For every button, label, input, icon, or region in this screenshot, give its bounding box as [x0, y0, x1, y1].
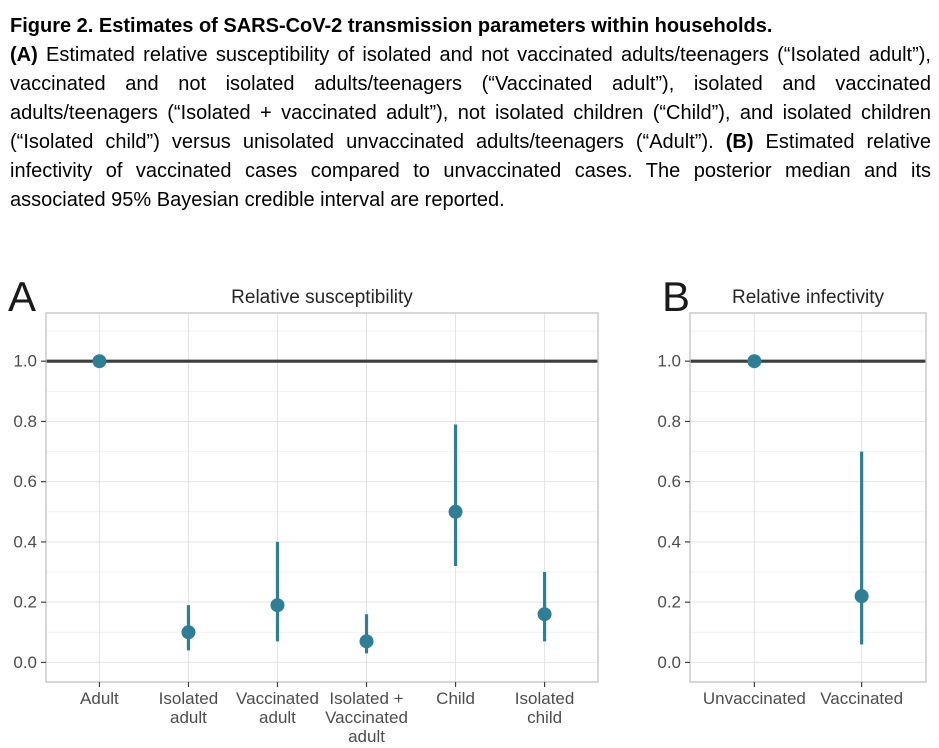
- y-tick-label: 0.8: [657, 412, 681, 431]
- panel-title: Relative infectivity: [732, 287, 885, 308]
- y-tick-label: 0.2: [657, 593, 681, 612]
- y-tick-label: 1.0: [13, 352, 37, 371]
- panel-border: [689, 312, 927, 683]
- panel-b-chart: 0.0 0.2 0.4 0.6 0.8 1.0 Unvaccinated Vaccinated…: [657, 273, 927, 708]
- data-point-adult: [92, 354, 107, 369]
- y-tick-label: 0.4: [13, 532, 37, 551]
- x-tick-label-vaccinated-adult: adult: [259, 708, 296, 727]
- panel-b-reference-label: (B): [725, 131, 754, 153]
- data-point-isolated-adult: [181, 625, 196, 640]
- panel-b-description: Estimated relative infectivity of vaccin…: [10, 131, 931, 211]
- panel-title: Relative susceptibility: [231, 287, 413, 308]
- x-tick-label-isolated-child: child: [527, 708, 562, 727]
- x-tick-label-isolated-vaccinated-adult: Isolated +: [329, 689, 403, 708]
- y-tick-label: 0.2: [13, 593, 37, 612]
- x-tick-label-vaccinated: Vaccinated: [820, 689, 903, 708]
- x-tick-label-isolated-adult: adult: [170, 708, 207, 727]
- x-tick-label-isolated-vaccinated-adult: adult: [348, 727, 385, 746]
- panel-a-description: Estimated relative susceptibility of iso…: [10, 44, 931, 153]
- panel-a-reference-label: (A): [10, 44, 38, 66]
- panel-letter: A: [8, 273, 36, 320]
- panel-letter: B: [662, 273, 690, 320]
- figure-caption-title: Figure 2. Estimates of SARS-CoV-2 transm…: [10, 15, 773, 37]
- data-point-isolated-child: [537, 607, 552, 622]
- x-tick-label-vaccinated-adult: Vaccinated: [236, 689, 319, 708]
- figure-panels: 0.0 0.2 0.4 0.6 0.8 1.0 Adult Isolated adult Vacc…: [0, 270, 939, 748]
- x-tick-label-isolated-vaccinated-adult: Vaccinated: [325, 708, 408, 727]
- data-point-child: [448, 504, 463, 519]
- panel-border: [45, 312, 599, 683]
- x-tick-label-unvaccinated: Unvaccinated: [703, 689, 806, 708]
- data-point-vaccinated-adult: [270, 598, 285, 613]
- x-tick-label-adult: Adult: [80, 689, 119, 708]
- plot-background: [690, 313, 926, 682]
- data-point-vaccinated: [854, 589, 869, 604]
- y-tick-label: 1.0: [657, 352, 681, 371]
- x-tick-label-isolated-adult: Isolated: [159, 689, 219, 708]
- plot-background: [46, 313, 598, 682]
- data-point-unvaccinated: [747, 354, 762, 369]
- y-tick-label: 0.4: [657, 532, 681, 551]
- x-tick-label-isolated-child: Isolated: [515, 689, 575, 708]
- data-point-isolated-vaccinated-adult: [359, 634, 374, 649]
- figure-caption-body: (A) Estimated relative susceptibility of…: [10, 41, 931, 215]
- y-tick-label: 0.6: [657, 472, 681, 491]
- x-tick-label-child: Child: [436, 689, 475, 708]
- y-tick-label: 0.0: [13, 653, 37, 672]
- y-tick-label: 0.6: [13, 472, 37, 491]
- y-tick-label: 0.0: [657, 653, 681, 672]
- y-tick-label: 0.8: [13, 412, 37, 431]
- figure-caption: Figure 2. Estimates of SARS-CoV-2 transm…: [10, 12, 931, 215]
